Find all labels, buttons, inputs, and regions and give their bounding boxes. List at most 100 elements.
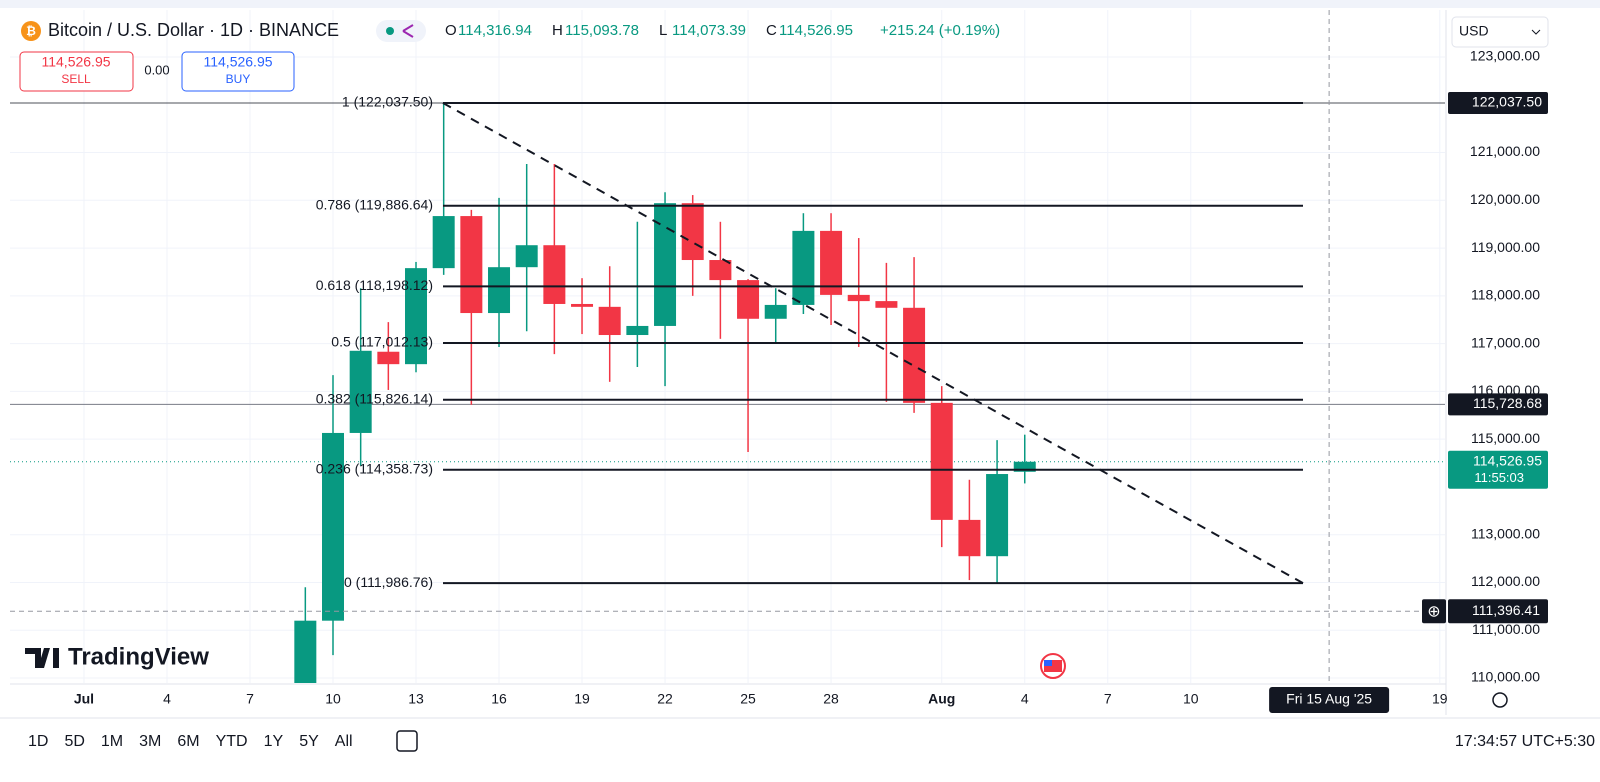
fib-label: 0.5 (117,012.13) <box>331 334 433 350</box>
price-tag-label: 115,728.68 <box>1473 395 1542 411</box>
candle-body <box>322 432 344 621</box>
y-tick-label: 110,000.00 <box>1471 669 1540 685</box>
range-button[interactable]: YTD <box>216 733 248 750</box>
x-tick-label: 7 <box>246 691 254 707</box>
candle-body <box>543 245 566 304</box>
x-tick-label: 7 <box>1104 691 1112 707</box>
range-button[interactable]: 5D <box>64 733 84 750</box>
candle-body <box>875 301 898 308</box>
fib-label: 0 (111,986.76) <box>344 574 433 590</box>
fib-label: 0.786 (119,886.64) <box>316 196 433 212</box>
range-button[interactable]: 6M <box>177 733 199 750</box>
range-button[interactable]: 1Y <box>264 733 284 750</box>
sell-label: SELL <box>61 72 91 86</box>
candle-body <box>515 245 538 268</box>
y-tick-label: 111,000.00 <box>1472 621 1540 637</box>
x-tick-label: 16 <box>491 691 507 707</box>
sell-button[interactable] <box>19 51 134 92</box>
currency: USD <box>1459 23 1489 39</box>
ohlc-value: 114,526.95 <box>779 22 853 39</box>
symbol: Bitcoin / U.S. Dollar · 1D · BINANCE <box>48 20 339 40</box>
x-tick-label: 28 <box>823 691 839 707</box>
ohlc: O 114,316.94 H 115,093.78 L 114,073.39 C 114,52… <box>445 22 853 39</box>
top-strip <box>0 0 1600 8</box>
candle-body <box>1013 461 1036 472</box>
change: +215.24 (+0.19%) <box>880 22 1000 39</box>
status-pill[interactable] <box>376 20 426 42</box>
sell-price: 114,526.95 <box>41 54 110 70</box>
settings-icon[interactable] <box>1492 692 1508 708</box>
add-alert-plus: ⊕ <box>1427 604 1440 621</box>
candle-body <box>571 303 594 307</box>
range-button[interactable]: 3M <box>139 733 161 750</box>
y-tick-label: 117,000.00 <box>1471 334 1540 350</box>
toolbar: 1D 5D 1M 3M 6M YTD 1Y 5Y All <box>28 733 353 750</box>
spread: 0.00 <box>144 62 169 77</box>
price-tag-label: 122,037.50 <box>1472 94 1542 110</box>
x-tick-label: Aug <box>928 691 955 707</box>
status-dot <box>386 27 394 35</box>
ohlc-key: C <box>766 22 777 39</box>
range-button[interactable]: 1D <box>28 733 48 750</box>
trend-line <box>442 102 1304 584</box>
overlay: 123,000.00 121,000.00 120,000.00 119,000.00… <box>74 48 1548 713</box>
candle-body <box>737 280 760 319</box>
ohlc-value: 114,073.39 <box>672 22 746 39</box>
btc-icon <box>21 21 41 41</box>
fib-label: 0.618 (118,198.12) <box>316 277 433 293</box>
candle-body <box>930 402 953 520</box>
flag-canton <box>1044 660 1052 666</box>
crosshair-date-tag <box>1269 687 1390 713</box>
btc-glyph: ₿ <box>26 24 36 38</box>
candle-body <box>847 294 870 302</box>
candle-body <box>432 216 455 269</box>
date-range-icon[interactable] <box>396 730 418 752</box>
candle-body <box>986 474 1009 557</box>
price-tag <box>1448 393 1548 416</box>
x-tick-label: 10 <box>325 691 341 707</box>
add-alert[interactable] <box>1422 599 1446 624</box>
ohlc-value: 114,316.94 <box>458 22 532 39</box>
currency-select[interactable] <box>1451 16 1549 48</box>
plot: 1 (122,037.50) 0.786 (119,886.64) 0.618 (1… <box>10 10 1445 683</box>
range-button[interactable]: 1M <box>101 733 123 750</box>
y-tick-label: 119,000.00 <box>1471 239 1540 255</box>
candle-body <box>958 519 981 557</box>
candle-body <box>681 203 704 261</box>
buy-button[interactable] <box>181 51 295 92</box>
last-price-tag <box>1448 450 1548 489</box>
fib-label: 0.382 (115,826.14) <box>316 390 433 406</box>
fib-label: 0.236 (114,358.73) <box>316 460 433 476</box>
ohlc-key: O <box>445 22 457 39</box>
y-tick-label: 120,000.00 <box>1470 191 1540 207</box>
x-tick-label: 13 <box>408 691 424 707</box>
y-tick-label: 112,000.00 <box>1471 573 1540 589</box>
candle-body <box>377 351 400 365</box>
y-tick-label: 115,000.00 <box>1471 430 1540 446</box>
candle-body <box>792 230 815 305</box>
logo-mark <box>25 648 59 668</box>
range-button[interactable]: All <box>335 733 353 750</box>
range-button[interactable]: 5Y <box>299 733 319 750</box>
candle-body <box>764 304 787 319</box>
x-tick-label: 25 <box>740 691 756 707</box>
candle-body <box>294 620 317 683</box>
x-tick-label: 4 <box>1021 691 1029 707</box>
ohlc-value: 115,093.78 <box>565 22 639 39</box>
candle-body <box>709 260 732 281</box>
x-tick-label: 4 <box>163 691 171 707</box>
grid <box>10 10 1445 683</box>
candle-body <box>488 267 511 314</box>
clock: 17:34:57 UTC+5:30 <box>1455 733 1595 750</box>
x-tick-label: 19 <box>574 691 590 707</box>
buy-label: BUY <box>226 72 251 86</box>
fib-label: 1 (122,037.50) <box>342 94 433 110</box>
y-tick-label: 123,000.00 <box>1470 48 1540 64</box>
crosshair-date: Fri 15 Aug '25 <box>1286 691 1372 707</box>
crosshair-price-tag <box>1448 599 1548 624</box>
status-icon <box>402 24 414 38</box>
candle-body <box>654 203 677 326</box>
